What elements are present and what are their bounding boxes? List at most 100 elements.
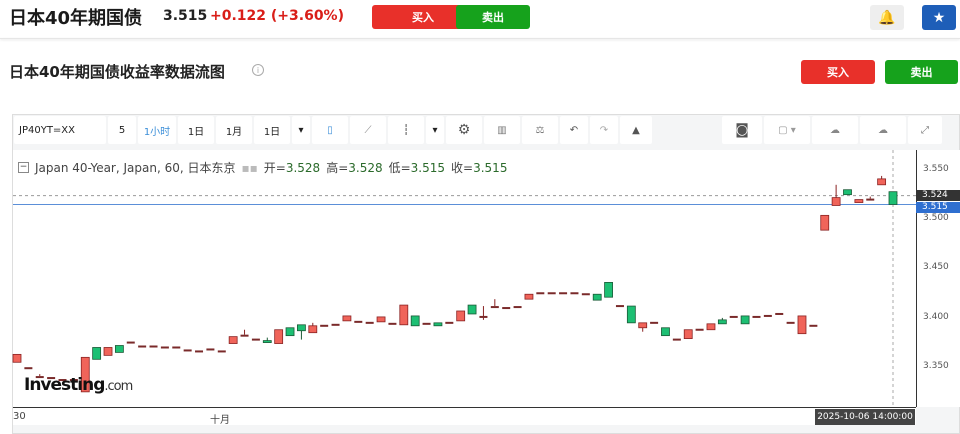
current-price-label: 3.515	[916, 201, 960, 213]
candle	[650, 321, 659, 324]
section-buy-button[interactable]: 买入	[801, 60, 875, 84]
candle	[228, 336, 238, 344]
sell-button[interactable]: 卖出	[456, 5, 530, 29]
y-tick: 3.400	[923, 312, 949, 322]
bell-plus-icon[interactable]: 🔔	[870, 5, 904, 30]
candle	[888, 191, 898, 205]
volume-icon[interactable]: ▥	[484, 116, 520, 144]
candle	[706, 323, 716, 331]
info-icon[interactable]: i	[252, 64, 264, 76]
last-price: 3.515	[163, 8, 208, 24]
high-label: 高=	[326, 161, 349, 175]
candle	[559, 292, 568, 295]
interval-1d[interactable]: 1日	[178, 116, 214, 144]
x-tick: 30	[13, 411, 26, 422]
x-axis[interactable]: 30 十月	[13, 407, 916, 426]
cloud-upload-icon[interactable]: ☁	[860, 116, 906, 144]
open-value: 3.528	[285, 161, 321, 175]
candle	[12, 353, 22, 363]
candle	[47, 377, 56, 380]
settings-icon[interactable]: ▪▪	[241, 160, 258, 175]
investing-logo: Investing.com	[24, 375, 133, 395]
close-label: 收=	[451, 161, 474, 175]
candle	[251, 338, 260, 341]
candle	[683, 329, 693, 340]
fullscreen-icon[interactable]: ⤢	[908, 116, 942, 144]
color-picker[interactable]: ▢ ▾	[764, 116, 810, 144]
candle	[854, 199, 864, 203]
gear-icon[interactable]: ⚙	[446, 116, 482, 144]
interval-1h[interactable]: 1小时	[138, 116, 176, 144]
candle	[490, 306, 499, 309]
candle	[160, 346, 169, 349]
low-value: 3.515	[410, 161, 446, 175]
star-icon[interactable]: ★	[922, 5, 956, 30]
candle	[717, 319, 727, 325]
candle	[331, 323, 340, 326]
candle	[149, 345, 158, 348]
candle	[866, 198, 875, 201]
line-chart-icon[interactable]: ⟋	[350, 116, 386, 144]
interval-1m[interactable]: 1月	[216, 116, 252, 144]
header-divider	[0, 38, 960, 39]
chevron-down-icon[interactable]: ▾	[426, 116, 444, 144]
candle	[877, 178, 887, 186]
candle	[445, 321, 454, 324]
candle	[92, 347, 102, 360]
candle	[274, 329, 284, 344]
chevron-down-icon[interactable]: ▾	[292, 116, 310, 144]
y-tick: 3.350	[923, 361, 949, 371]
candle	[581, 293, 590, 296]
alert-icon[interactable]: ▲	[620, 116, 652, 144]
candle	[240, 334, 249, 337]
candle	[695, 328, 704, 331]
candle	[661, 327, 670, 337]
candle	[183, 349, 192, 352]
interval-5[interactable]: 5	[108, 116, 136, 144]
symbol-input[interactable]: JP40YT=XX	[14, 116, 106, 144]
candle	[354, 320, 363, 323]
candle	[410, 315, 420, 327]
candle	[479, 315, 488, 318]
candles-icon[interactable]: ▯	[312, 116, 348, 144]
cursor-time-label: 2025-10-06 14:00:00	[815, 409, 915, 425]
candle	[626, 305, 636, 324]
last-price-label: 3.524	[916, 189, 960, 201]
candle	[342, 315, 352, 322]
chart-plot-area[interactable]	[13, 150, 916, 407]
undo-icon[interactable]: ↶	[560, 116, 588, 144]
candle	[308, 325, 318, 334]
price-change: +0.122 (+3.60%)	[210, 8, 344, 24]
section-title: 日本40年期国债收益率数据流图	[9, 63, 225, 81]
candle	[376, 316, 386, 323]
cloud-download-icon[interactable]: ☁	[812, 116, 858, 144]
candle	[752, 315, 761, 318]
candle	[729, 315, 738, 318]
indicators-icon[interactable]: ┆	[388, 116, 424, 144]
candle	[58, 379, 67, 382]
candle	[320, 324, 329, 327]
candle	[206, 348, 215, 351]
page-title: 日本40年期国债	[9, 8, 143, 29]
range-1d[interactable]: 1日	[254, 116, 290, 144]
compare-icon[interactable]: ⚖	[522, 116, 558, 144]
candle	[172, 346, 181, 349]
section-sell-button[interactable]: 卖出	[885, 60, 958, 84]
candle	[615, 305, 624, 308]
high-value: 3.528	[348, 161, 383, 175]
close-value: 3.515	[473, 161, 508, 175]
candle	[502, 307, 511, 310]
candle	[69, 379, 78, 382]
open-label: 开=	[263, 161, 286, 175]
x-tick: 十月	[210, 415, 230, 426]
candle	[285, 327, 295, 337]
candle	[570, 292, 579, 295]
camera-icon[interactable]: ◙	[722, 116, 762, 144]
candle	[786, 321, 795, 324]
chart-legend: − Japan 40-Year, Japan, 60, 日本东京 ▪▪ 开=3.…	[18, 159, 507, 176]
collapse-icon[interactable]: −	[18, 162, 29, 173]
candle	[217, 350, 226, 353]
redo-icon[interactable]: ↷	[590, 116, 618, 144]
candle	[763, 314, 772, 317]
